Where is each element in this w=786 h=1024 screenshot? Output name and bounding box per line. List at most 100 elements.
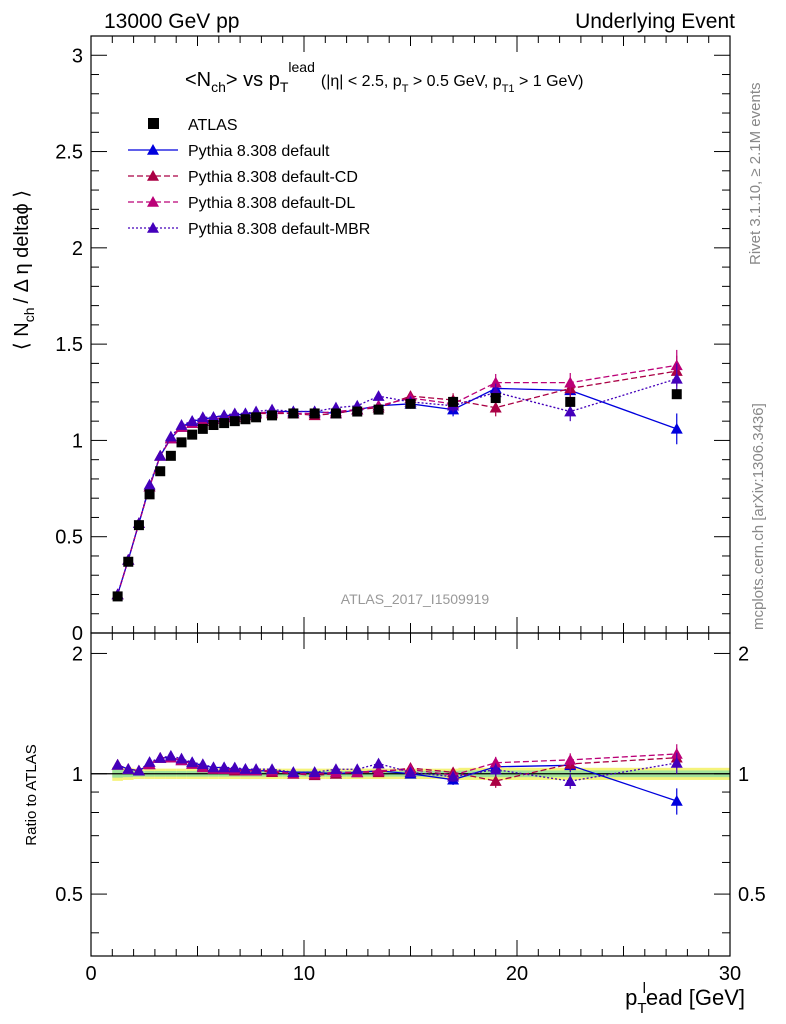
data-point [164,430,177,442]
data-point [228,407,241,419]
ratio-point [489,763,502,775]
ratio-tick-label: 1 [72,764,83,786]
x-tick-label: 0 [85,963,96,985]
legend-marker-3 [147,196,159,207]
y-tick-label: 0 [72,623,83,645]
y-tick-label: 1.5 [55,334,83,356]
legend-marker-4 [147,222,159,233]
y-tick-label: 1 [72,430,83,452]
ratio-tick-label-right: 0.5 [738,884,766,906]
header-right: Underlying Event [575,10,735,33]
ratio-point [164,749,177,761]
atlas-point [187,429,198,440]
ratio-point [143,756,156,767]
data-point [489,376,502,388]
atlas-point [219,418,230,429]
ratio-point [132,764,145,776]
series-line-3 [117,364,677,595]
data-point [372,390,385,401]
ratio-point [564,753,577,765]
ratio-point [122,763,135,774]
ratio-point [564,775,577,786]
ratio-point [308,766,321,778]
ratio-tick-label-right: 1 [738,764,749,786]
y-tick-label: 2.5 [55,142,83,164]
ratio-point [287,766,300,778]
xlabel: pTlead [GeV] [625,980,745,1017]
atlas-point [405,398,416,409]
atlas-point [490,393,501,404]
data-point [564,405,577,417]
ratio-plot: 0 10 20 30 0.5 0.5 1 1 2 2 [55,632,766,985]
legend-marker-atlas [148,118,159,129]
legend-label-3: Pythia 8.308 default-DL [188,195,355,212]
ratio-point [670,794,683,806]
ratio-point [372,764,385,776]
legend: ATLAS Pythia 8.308 default Pythia 8.308 de… [128,117,370,238]
ratio-point [186,756,199,768]
header-left: 13000 GeV pp [104,10,239,33]
atlas-point [330,408,341,419]
ratio-point [489,756,502,768]
data-point [670,372,683,384]
ratio-point [250,763,263,774]
ratio-point [228,761,241,773]
main-plot: 0 0.5 1 1.5 2 2.5 3 [55,35,731,645]
main-series [111,349,683,602]
y-tick-label: 3 [72,45,83,67]
atlas-point [176,437,187,448]
x-tick-label: 30 [719,963,741,985]
y-tick-label: 0.5 [55,527,83,549]
series-line-4 [117,378,677,595]
ratio-point [207,761,220,773]
atlas-point [133,520,144,531]
main-ticks: 0 0.5 1 1.5 2 2.5 3 [55,35,731,645]
data-point [670,422,683,434]
atlas-point [309,408,320,419]
atlas-point [671,389,682,400]
ratio-point [266,763,279,775]
ratio-ticks: 0 10 20 30 0.5 0.5 1 1 2 2 [55,633,766,985]
legend-label-4: Pythia 8.308 default-MBR [188,221,370,238]
legend-label-1: Pythia 8.308 default [188,143,330,160]
atlas-point [165,450,176,461]
data-point [207,411,220,423]
data-point [175,419,188,430]
atlas-point [229,416,240,427]
atlas-point [144,489,155,500]
ratio-point [239,763,252,774]
atlas-point [448,396,459,407]
atlas-point [288,408,299,419]
atlas-point [267,410,278,421]
ratio-series [111,744,683,815]
atlas-point [112,591,123,602]
plot-title: <Nch> vs pTlead(|η| < 2.5, pT > 0.5 GeV,… [185,59,583,95]
ratio-point [196,758,209,770]
ratio-point [404,766,417,778]
ylabel-main: ⟨ Nch/ Δ η deltaϕ ⟩ [11,190,37,350]
data-point [143,478,156,490]
main-plot-frame [90,35,731,634]
x-tick-label: 20 [506,963,528,985]
atlas-point [373,404,384,415]
atlas-point [123,556,134,567]
atlas-point [240,414,251,425]
atlas-point [251,412,262,423]
legend-label-0: ATLAS [188,117,238,134]
ratio-point [329,763,342,775]
data-point [218,409,231,421]
ratio-point [489,775,502,786]
atlas-point [197,423,208,434]
ratio-point [218,761,231,773]
atlas-point [352,406,363,417]
ratio-point [372,757,385,769]
legend-label-2: Pythia 8.308 default-CD [188,169,358,186]
legend-marker-2 [147,170,159,181]
data-point [564,376,577,388]
data-point [196,411,209,423]
mcplots-label: mcplots.cern.ch [arXiv:1306.3436] [750,403,767,630]
y-tick-label: 2 [72,238,83,260]
ratio-tick-label: 2 [72,643,83,665]
ratio-point [447,770,460,782]
